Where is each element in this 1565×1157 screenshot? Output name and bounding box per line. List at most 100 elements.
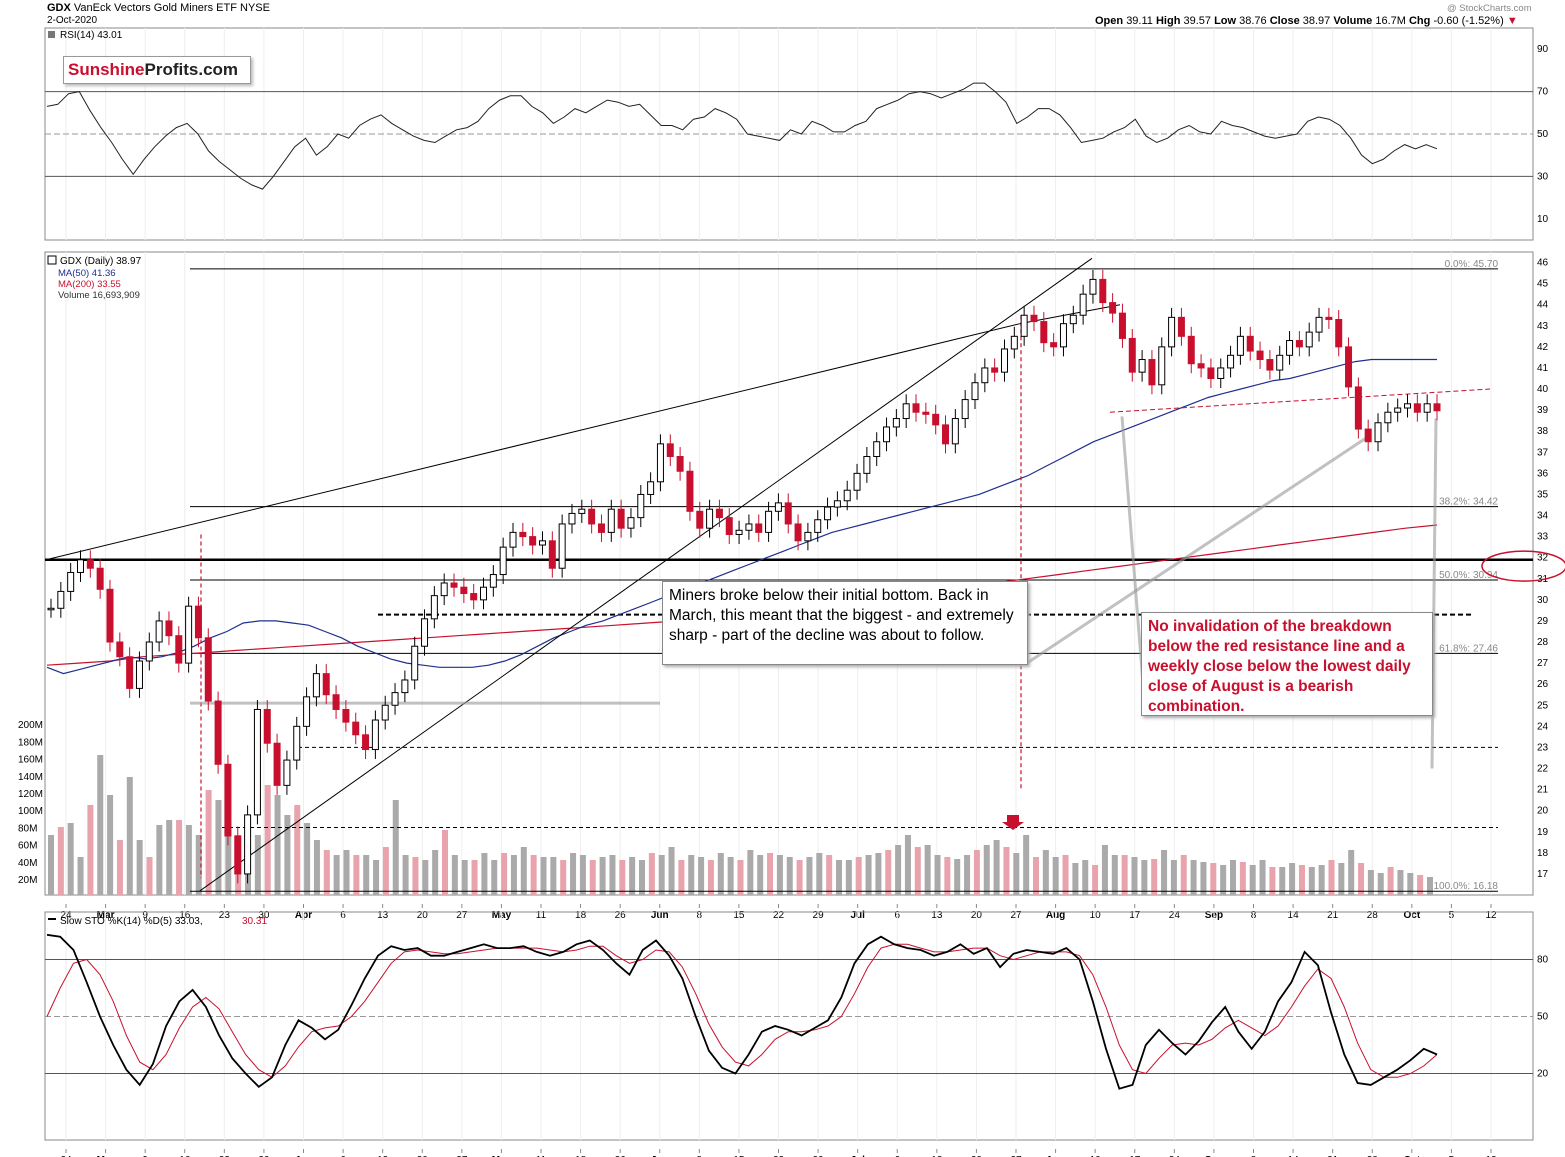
volume-bar [1377, 873, 1384, 895]
x-tick-label: Aug [1046, 1155, 1065, 1157]
volume-y-label: 40M [18, 858, 37, 869]
volume-bar [323, 850, 330, 895]
volume-bar [599, 857, 606, 895]
volume-bar [313, 840, 320, 895]
candle-body [647, 481, 655, 495]
candle-body [784, 502, 792, 525]
candle-body [735, 529, 743, 535]
volume-bar [284, 815, 291, 895]
candle-body [155, 620, 163, 643]
volume-bar [530, 855, 537, 895]
candle-body [1040, 321, 1048, 344]
x-tick-label: 24 [1169, 1155, 1181, 1157]
low-value: 38.76 [1239, 15, 1267, 27]
volume-bar [1417, 875, 1424, 895]
candle-body [991, 367, 999, 373]
candle-body [1207, 367, 1215, 379]
callout-connector-oct [1430, 418, 1438, 769]
price-y-label: 22 [1537, 764, 1549, 775]
x-tick-label: 18 [575, 1155, 587, 1157]
volume-bar [1397, 870, 1404, 895]
candle-body [293, 725, 301, 761]
candle-body [1109, 302, 1117, 314]
x-tick-label: 29 [813, 1155, 825, 1157]
chart-date: 2-Oct-2020 [47, 15, 98, 26]
volume-bar [1279, 867, 1286, 895]
candle-body [922, 411, 930, 415]
volume-bar [589, 860, 596, 895]
volume-bar [875, 853, 882, 895]
volume-bar [77, 857, 84, 895]
candle-body [234, 835, 242, 875]
volume-bar [964, 855, 971, 895]
candle-body [1227, 354, 1235, 369]
candle-body [558, 523, 566, 569]
callout-connector-right [1026, 434, 1371, 665]
candle-body [814, 519, 822, 533]
candle-body [1177, 316, 1185, 337]
volume-spike-arrow [1002, 815, 1024, 830]
x-tick-label: Apr [295, 1155, 312, 1157]
volume-bar [855, 857, 862, 895]
volume-bar [904, 835, 911, 895]
volume-y-label: 100M [18, 806, 43, 817]
sunshine-profits-logo: SunshineProfits.com [63, 56, 251, 84]
candle-body [588, 508, 596, 525]
candle-body [185, 605, 193, 664]
candle-body [1059, 323, 1067, 348]
rsi-y-label: 10 [1537, 214, 1549, 225]
sto-frame [44, 911, 1534, 1141]
sto-k-line [46, 933, 1438, 1090]
x-tick-label: 30 [258, 1155, 270, 1157]
candle-body [214, 700, 222, 765]
volume-bar [87, 805, 94, 895]
candle-body [263, 708, 271, 744]
volume-bar [1072, 863, 1079, 895]
ma50-line [46, 358, 1437, 675]
volume-bar [107, 795, 114, 895]
price-y-label: 17 [1537, 869, 1549, 880]
candle-body [1374, 422, 1382, 443]
sto-label: Slow STO %K(14) %D(5) 33.03, [60, 916, 203, 927]
price-y-label: 19 [1537, 827, 1549, 838]
x-tick-label: 21 [1327, 1155, 1339, 1157]
candle-body [529, 536, 537, 546]
sto-d-line [46, 943, 1438, 1078]
volume-bar [914, 847, 921, 895]
volume-bar [550, 857, 557, 895]
candle-body [1138, 359, 1146, 373]
volume-bar [185, 825, 192, 895]
sto-y-label: 80 [1537, 955, 1549, 966]
price-y-label: 24 [1537, 721, 1549, 732]
volume-bar [451, 855, 458, 895]
volume-bar [1328, 860, 1335, 895]
volume-bar [1023, 835, 1030, 895]
fib-label: 100.0%: 16.18 [1434, 881, 1499, 892]
price-legend-swatch [47, 255, 57, 265]
x-tick-label: 12 [1485, 1155, 1497, 1157]
volume-bar [727, 857, 734, 895]
candle-body [794, 523, 802, 542]
candle-body [401, 679, 409, 694]
candle-body [774, 502, 782, 512]
candle-body [47, 607, 55, 611]
annotation-right: No invalidation of the breakdown below t… [1141, 612, 1433, 716]
volume-bar [757, 855, 764, 895]
candle-body [548, 540, 556, 569]
volume-bar [1052, 857, 1059, 895]
open-label: Open [1095, 15, 1124, 27]
price-y-label: 18 [1537, 848, 1549, 859]
candle-body [686, 470, 694, 512]
volume-bar [176, 820, 183, 895]
candle-body [883, 426, 891, 443]
candle-body [1354, 386, 1362, 430]
rsi-line [46, 82, 1438, 190]
volume-bar [1308, 867, 1315, 895]
volume-bar [373, 860, 380, 895]
volume-bar [1151, 859, 1158, 895]
candle-body [607, 508, 615, 533]
volume-bar [688, 855, 695, 895]
sto-panel: 20 50 80 Slow STO %K(14) %D(5) 33.03, 30.31 2… [44, 911, 1549, 1157]
high-value: 39.57 [1183, 15, 1212, 27]
candle-body [1413, 403, 1421, 413]
